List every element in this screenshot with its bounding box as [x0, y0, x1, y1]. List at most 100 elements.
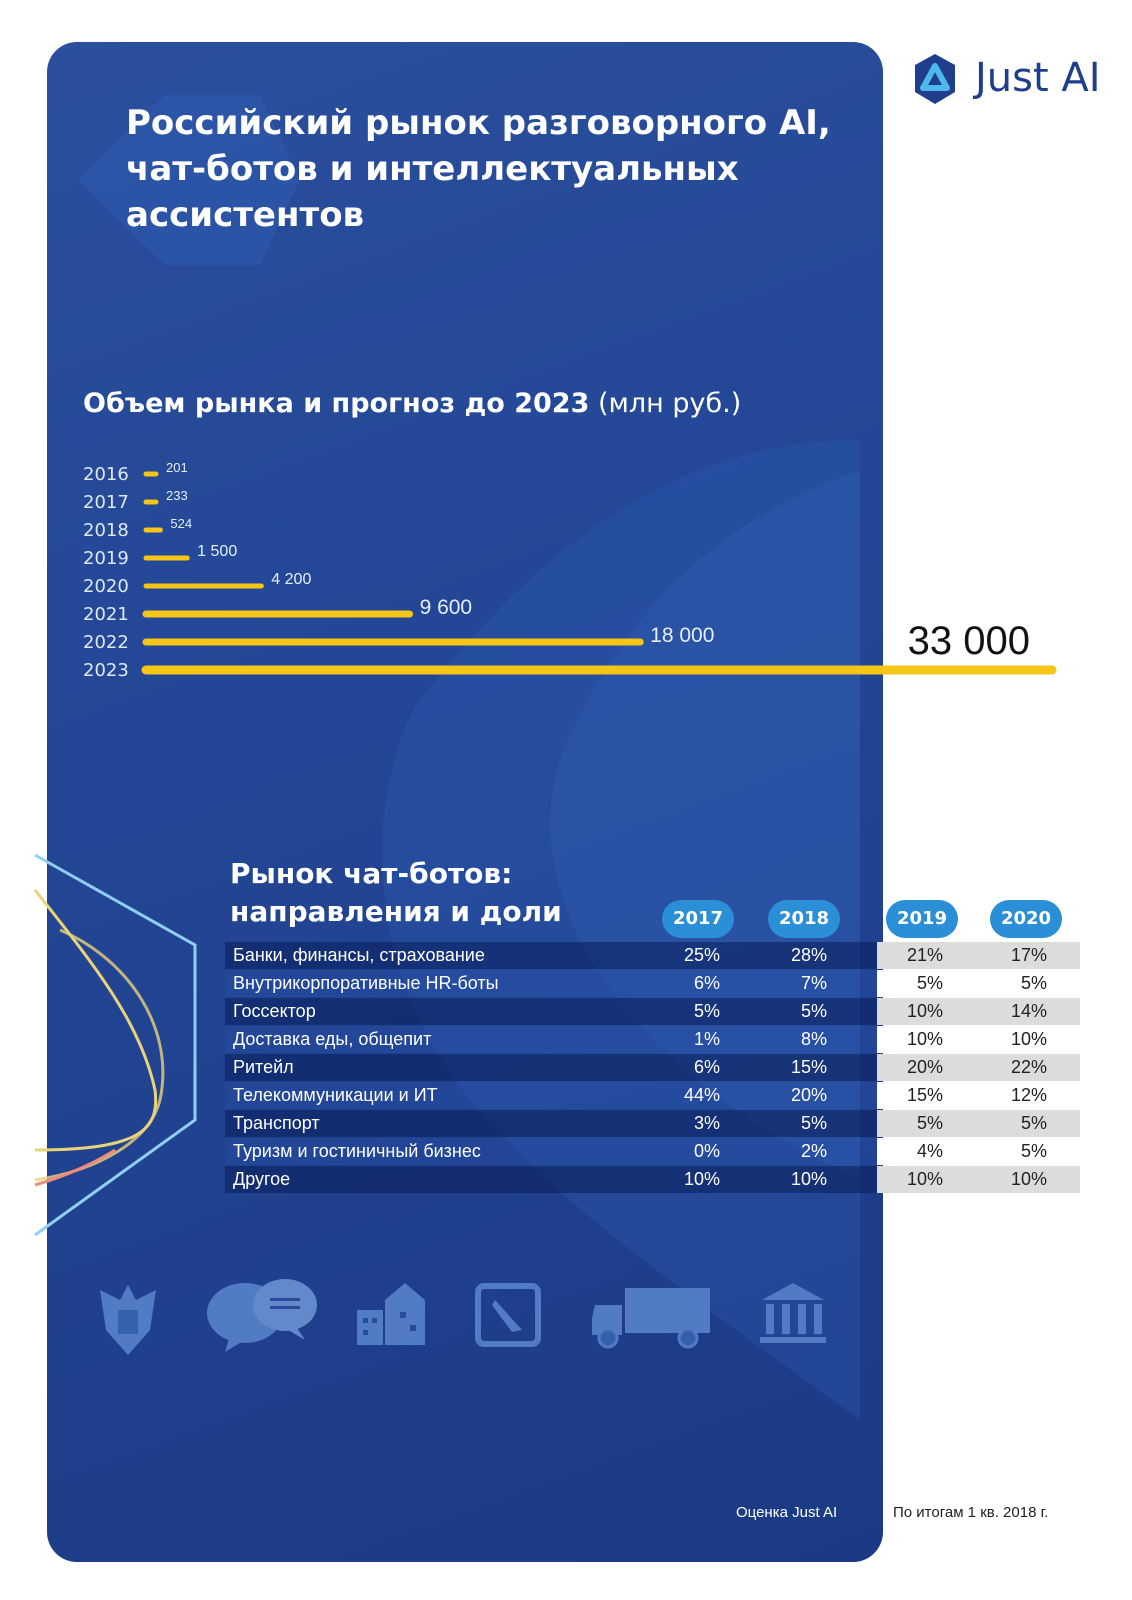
row-label: Внутрикорпоративные HR-боты	[233, 973, 499, 993]
bar-year-label: 2021	[83, 604, 129, 625]
row-label: Телекоммуникации и ИТ	[233, 1085, 438, 1105]
row-value-2019: 5%	[916, 973, 943, 993]
row-value-2020: 5%	[1020, 1141, 1047, 1161]
year-column-header: 2017	[662, 900, 734, 938]
row-background-forecast	[877, 1026, 1080, 1053]
row-label: Банки, финансы, страхование	[233, 945, 485, 965]
row-background	[225, 970, 877, 997]
infographic-panel	[47, 42, 883, 1562]
bar-year-label: 2019	[83, 548, 129, 569]
russian-emblem-icon	[100, 1285, 156, 1355]
row-value-2017: 44%	[683, 1085, 720, 1105]
row-label: Доставка еды, общепит	[233, 1029, 432, 1049]
bar-value-label: 18 000	[650, 624, 714, 647]
row-value-2019: 5%	[916, 1113, 943, 1133]
row-value-2020: 14%	[1010, 1001, 1047, 1021]
row-background-forecast	[877, 998, 1080, 1025]
row-background-forecast	[877, 942, 1080, 969]
year-column-header: 2019	[886, 900, 958, 938]
row-label: Транспорт	[233, 1113, 320, 1133]
bar-value-label: 33 000	[908, 619, 1030, 663]
row-value-2020: 10%	[1010, 1029, 1047, 1049]
footnote-estimate: Оценка Just AI	[736, 1504, 838, 1521]
market-chart-title: Объем рынка и прогноз до 2023 (млн руб.)	[83, 388, 741, 419]
row-value-2019: 10%	[906, 1169, 943, 1189]
left-curve-red	[34, 1148, 116, 1187]
table-row: Другое 10% 10% 10% 10%	[225, 1166, 1080, 1193]
table-row: Туризм и гостиничный бизнес 0% 2% 4% 5%	[225, 1138, 1080, 1165]
segment-table-title-line1: Рынок чат-ботов:	[230, 857, 513, 890]
table-row: Госсектор 5% 5% 10% 14%	[225, 998, 1080, 1025]
page-title: Российский рынок разговорного AI, чат-бо…	[126, 103, 831, 235]
row-value-2017: 6%	[693, 973, 720, 993]
row-background-forecast	[877, 1054, 1080, 1081]
table-row: Ритейл 6% 15% 20% 22%	[225, 1054, 1080, 1081]
table-row: Доставка еды, общепит 1% 8% 10% 10%	[225, 1026, 1080, 1053]
left-hexagon-outline	[34, 853, 197, 1237]
row-background	[225, 998, 877, 1025]
row-value-2019: 20%	[906, 1057, 943, 1077]
row-value-2017: 0%	[693, 1141, 720, 1161]
compass-icon	[475, 1283, 541, 1347]
bar-year-label: 2017	[83, 492, 129, 513]
year-column-header: 2020	[990, 900, 1062, 938]
row-value-2020: 17%	[1010, 945, 1047, 965]
row-value-2020: 10%	[1010, 1169, 1047, 1189]
row-background	[225, 1082, 877, 1109]
row-value-2019: 15%	[906, 1085, 943, 1105]
row-value-2017: 1%	[693, 1029, 720, 1049]
logo-triangle-icon	[920, 63, 950, 91]
row-value-2020: 22%	[1010, 1057, 1047, 1077]
brand-logo	[915, 54, 955, 104]
row-background	[225, 1054, 877, 1081]
row-background	[225, 1138, 877, 1165]
row-value-2020: 12%	[1010, 1085, 1047, 1105]
segment-table-title: Рынок чат-ботов: направления и доли	[230, 855, 562, 931]
bar-value-label: 4 200	[271, 571, 311, 588]
row-background-forecast	[877, 1138, 1080, 1165]
bank-icon	[760, 1283, 826, 1343]
table-row: Транспорт 3% 5% 5% 5%	[225, 1110, 1080, 1137]
logo-hexagon-icon	[915, 54, 955, 104]
title-hexagon-shape	[78, 95, 300, 265]
row-value-2019: 4%	[916, 1141, 943, 1161]
row-value-2017: 25%	[683, 945, 720, 965]
buildings-icon	[357, 1283, 425, 1345]
row-value-2018: 5%	[800, 1001, 827, 1021]
row-label: Другое	[233, 1169, 291, 1189]
row-background	[225, 942, 877, 969]
row-background-forecast	[877, 970, 1080, 997]
year-column-header: 2018	[768, 900, 840, 938]
row-label: Госсектор	[233, 1001, 316, 1021]
row-value-2020: 5%	[1020, 973, 1047, 993]
row-value-2019: 21%	[906, 945, 943, 965]
bar-year-label: 2016	[83, 464, 129, 485]
row-background	[225, 1110, 877, 1137]
row-value-2018: 10%	[790, 1169, 827, 1189]
row-value-2019: 10%	[906, 1001, 943, 1021]
row-value-2018: 15%	[790, 1057, 827, 1077]
row-value-2018: 2%	[800, 1141, 827, 1161]
bar-value-label: 201	[166, 460, 188, 475]
row-value-2018: 8%	[800, 1029, 827, 1049]
bar-year-label: 2020	[83, 576, 129, 597]
row-background	[225, 1166, 877, 1193]
row-value-2017: 3%	[693, 1113, 720, 1133]
row-background-forecast	[877, 1082, 1080, 1109]
row-label: Ритейл	[233, 1057, 294, 1077]
brand-name: Just AI	[975, 55, 1101, 101]
bar-year-label: 2023	[83, 660, 129, 681]
left-curve-yellow	[33, 889, 158, 1152]
row-value-2020: 5%	[1020, 1113, 1047, 1133]
bar-year-label: 2018	[83, 520, 129, 541]
row-value-2018: 28%	[790, 945, 827, 965]
row-value-2017: 5%	[693, 1001, 720, 1021]
row-value-2017: 6%	[693, 1057, 720, 1077]
row-background-forecast	[877, 1110, 1080, 1137]
market-chart-title-unit: (млн руб.)	[597, 388, 742, 419]
bar-year-label: 2022	[83, 632, 129, 653]
left-curve-yellow-2	[34, 928, 165, 1182]
row-value-2019: 10%	[906, 1029, 943, 1049]
